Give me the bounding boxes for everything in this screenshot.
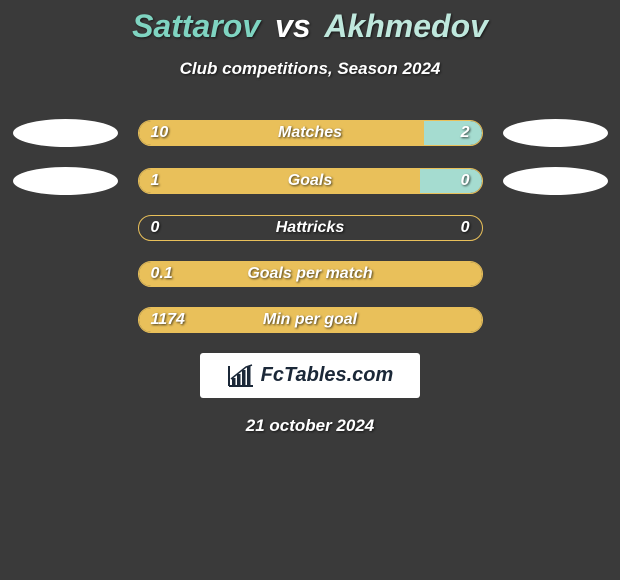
title-player2: Akhmedov bbox=[324, 8, 488, 44]
title: Sattarov vs Akhmedov bbox=[0, 8, 620, 45]
stat-label: Matches bbox=[139, 121, 482, 145]
brand-text: FcTables.com bbox=[261, 364, 394, 387]
stat-label: Goals per match bbox=[139, 262, 482, 286]
stat-bar: 00Hattricks bbox=[138, 215, 483, 241]
stat-row: 0.1Goals per match bbox=[0, 261, 620, 287]
date-text: 21 october 2024 bbox=[0, 416, 620, 436]
stat-label: Hattricks bbox=[139, 216, 482, 240]
brand-logo: FcTables.com bbox=[200, 353, 420, 398]
stat-row: 102Matches bbox=[0, 119, 620, 147]
stat-bar: 1174Min per goal bbox=[138, 307, 483, 333]
player1-ellipse-icon bbox=[13, 119, 118, 147]
stats-list: 102Matches 10Goals 00Hattricks 0.1Goals per… bbox=[0, 119, 620, 333]
title-player1: Sattarov bbox=[132, 8, 260, 44]
player2-ellipse-icon bbox=[503, 167, 608, 195]
stat-row: 1174Min per goal bbox=[0, 307, 620, 333]
subtitle: Club competitions, Season 2024 bbox=[0, 59, 620, 79]
stat-bar: 10Goals bbox=[138, 168, 483, 194]
stat-label: Goals bbox=[139, 169, 482, 193]
stat-row: 00Hattricks bbox=[0, 215, 620, 241]
bar-chart-icon bbox=[227, 364, 255, 388]
stat-bar: 102Matches bbox=[138, 120, 483, 146]
player2-ellipse-icon bbox=[503, 119, 608, 147]
title-vs: vs bbox=[275, 8, 311, 44]
stat-bar: 0.1Goals per match bbox=[138, 261, 483, 287]
stat-row: 10Goals bbox=[0, 167, 620, 195]
stat-label: Min per goal bbox=[139, 308, 482, 332]
comparison-infographic: Sattarov vs Akhmedov Club competitions, … bbox=[0, 0, 620, 436]
player1-ellipse-icon bbox=[13, 167, 118, 195]
